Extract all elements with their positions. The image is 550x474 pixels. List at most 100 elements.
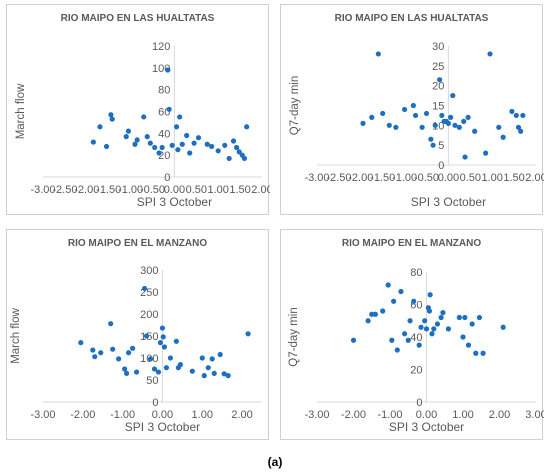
y-tick-label: 0 [438,160,444,172]
data-point [427,292,433,298]
data-point [360,120,366,126]
scatter-plot: 051015202530-3.00-2.50-2.00-1.50-1.00-0.… [289,41,544,209]
x-axis-title: SPI 3 October [137,195,212,209]
data-point [215,148,221,154]
data-point [108,321,114,327]
data-point [500,134,506,140]
x-tick-label: -3.00 [304,172,329,184]
y-tick-label: 100 [152,63,170,75]
x-tick-label: 0.00 [416,409,437,421]
data-point [204,141,210,147]
x-tick-label: 1.50 [503,172,524,184]
data-point [221,371,227,377]
data-point [217,351,223,358]
data-point [509,108,515,115]
data-point [159,144,165,151]
data-point [405,337,411,343]
data-point [160,334,166,340]
data-point [369,114,375,120]
data-point [472,128,478,134]
data-point [230,138,237,144]
data-point [460,334,466,340]
data-point [175,147,181,153]
data-point [410,102,416,109]
data-point [209,356,215,362]
chart-title: RIO MAIPO EN EL MANZANO [341,238,482,249]
y-axis-title: March flow [10,308,22,364]
data-point [226,155,232,162]
data-point [199,355,205,361]
data-point [141,285,148,292]
y-axis-title: March flow [15,83,27,139]
data-point [375,51,381,57]
x-tick-label: 2.00 [251,184,270,196]
x-tick-label: 0.00 [438,172,459,184]
data-point [418,324,424,330]
data-point [500,324,506,330]
chart-title: RIO MAIPO EN LAS HUALTATAS [334,13,489,24]
x-tick-label: -3.00 [30,184,55,196]
data-point [147,356,154,362]
y-tick-label: 0 [416,397,422,409]
x-tick-label: -2.00 [348,172,373,184]
data-point [211,370,217,376]
x-axis-title: SPI 3 October [125,420,200,434]
y-tick-label: 200 [140,309,158,321]
data-point [163,365,170,371]
chart-panel-manzano-q7: RIO MAIPO EN EL MANZANO 0 20 40 60 80 -3.00 -2… [280,229,544,440]
data-point [462,314,468,321]
y-tick-label: 80 [410,267,422,279]
y-tick-label: 40 [410,332,422,344]
data-point [518,128,524,134]
data-point [122,366,128,372]
data-point [244,124,250,130]
y-tick-label: 25 [432,61,444,73]
y-tick-label: 40 [158,128,170,140]
data-point [205,365,211,371]
data-point [461,118,467,124]
x-tick-label: -2.50 [52,184,77,196]
data-point [440,310,446,316]
data-point [152,144,158,151]
data-point [476,314,483,321]
data-point [513,112,519,119]
x-tick-label: -1.50 [96,184,121,196]
data-point [350,337,357,343]
data-point [177,114,183,120]
data-point [483,150,489,156]
data-point [380,110,386,117]
data-point [380,308,386,314]
x-tick-label: 1.00 [452,409,473,421]
data-point [169,142,175,148]
data-point [430,142,436,148]
data-point [166,106,172,112]
data-point [445,120,451,126]
data-point [209,143,215,150]
data-point [78,340,84,346]
x-tick-label: -1.00 [377,409,402,421]
x-tick-label: -2.00 [74,184,99,196]
data-point [129,345,136,351]
x-tick-label: -2.00 [70,409,95,421]
data-point [423,326,430,332]
x-tick-label: 0.50 [186,184,207,196]
data-point [369,311,375,317]
x-tick-label: -1.50 [370,172,395,184]
chart-title: RIO MAIPO EN LAS HUALTATAS [60,13,215,24]
data-point [469,321,475,327]
y-tick-label: 0 [152,397,158,409]
y-tick-label: 20 [410,365,422,377]
data-point [431,326,437,332]
data-point [434,321,441,327]
x-tick-label: 2.00 [489,409,510,421]
data-point [126,350,132,356]
y-axis-title: Q7-day min [288,307,300,366]
data-point [496,124,502,130]
data-point [422,318,428,324]
chart-panel-manzano-march-flow: RIO MAIPO EN EL MANZANO 0501001502002503… [6,229,269,440]
data-point [98,350,104,356]
data-point [187,150,193,156]
y-tick-label: 150 [140,331,158,343]
chart-panel-hualtatas-q7: RIO MAIPO EN LAS HUALTATAS 0 5 10 15 20 25 30-… [280,4,544,215]
data-point [465,342,472,348]
